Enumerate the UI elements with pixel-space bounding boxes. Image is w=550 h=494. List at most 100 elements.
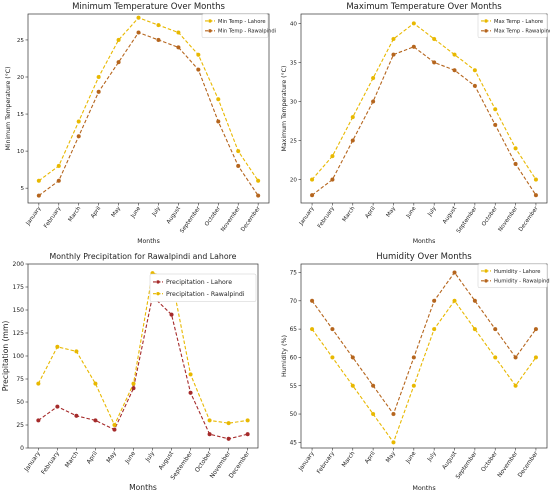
y-axis-label: Humidity (%) bbox=[280, 335, 288, 377]
y-tick-label: 5 bbox=[20, 186, 24, 192]
series-line-2 bbox=[311, 271, 537, 416]
series-line-1 bbox=[38, 295, 248, 440]
x-tick-label: October bbox=[194, 450, 214, 474]
x-tick-label: May bbox=[111, 205, 123, 218]
x-tick-label: September bbox=[455, 450, 479, 480]
data-point bbox=[472, 327, 477, 332]
data-point bbox=[493, 107, 498, 112]
data-point bbox=[112, 427, 117, 432]
data-point bbox=[533, 193, 538, 198]
legend: Min Temp - Lahore Min Temp - Rawalpindi bbox=[201, 13, 276, 39]
data-point bbox=[112, 422, 117, 428]
x-tick-label: August bbox=[157, 450, 175, 472]
x-tick-label: August bbox=[442, 450, 459, 471]
data-point bbox=[116, 37, 121, 42]
data-point bbox=[196, 67, 201, 72]
data-point bbox=[56, 163, 61, 168]
data-point bbox=[330, 177, 335, 182]
data-point bbox=[226, 436, 231, 441]
legend: Humidity - Lahore Humidity - Rawalpindi bbox=[477, 263, 550, 289]
data-point bbox=[452, 270, 457, 275]
data-point bbox=[136, 15, 141, 20]
data-point bbox=[76, 119, 81, 124]
y-tick-label: 15 bbox=[17, 112, 25, 118]
data-point bbox=[188, 390, 193, 395]
data-point bbox=[472, 68, 477, 73]
plot-frame bbox=[27, 13, 270, 204]
y-tick-label: 25 bbox=[17, 38, 25, 44]
data-point bbox=[310, 298, 315, 303]
x-tick-label: January bbox=[23, 450, 43, 474]
chart-title: Minimum Temperature Over Months bbox=[72, 2, 225, 12]
data-point bbox=[472, 298, 477, 303]
legend-swatch-marker bbox=[484, 19, 488, 23]
legend-label: Max Temp - Rawalpindi bbox=[494, 29, 550, 35]
data-point bbox=[533, 327, 538, 332]
x-tick-label: December bbox=[517, 450, 540, 479]
x-tick-label: April bbox=[85, 450, 99, 466]
x-tick-label: October bbox=[481, 205, 499, 227]
y-tick-label: 200 bbox=[13, 261, 25, 268]
x-tick-label: July bbox=[151, 205, 163, 218]
legend-swatch-marker bbox=[484, 269, 488, 273]
data-point bbox=[56, 178, 61, 183]
x-tick-label: June bbox=[123, 450, 137, 466]
x-tick-label: September bbox=[179, 205, 202, 234]
legend-swatch-marker bbox=[156, 291, 160, 296]
data-point bbox=[36, 178, 41, 183]
data-point bbox=[131, 381, 136, 386]
x-tick-label: November bbox=[220, 205, 242, 233]
data-point bbox=[176, 30, 181, 35]
legend-label: Precipitation - Lahore bbox=[166, 279, 232, 286]
y-axis-label: Minimum Temperature (°C) bbox=[4, 66, 12, 150]
data-point bbox=[391, 36, 396, 42]
data-point bbox=[36, 418, 41, 423]
x-axis-label: Months bbox=[129, 483, 157, 492]
series-line-1 bbox=[311, 299, 537, 444]
x-tick-label: May bbox=[385, 450, 397, 464]
data-point bbox=[256, 193, 261, 198]
data-point bbox=[411, 21, 416, 26]
series-line-1 bbox=[311, 22, 537, 180]
legend: Max Temp - Lahore Max Temp - Rawalpindi bbox=[477, 13, 550, 39]
x-tick-label: July bbox=[426, 450, 438, 463]
x-tick-label: September bbox=[456, 205, 479, 234]
data-point bbox=[432, 298, 437, 303]
data-point bbox=[236, 163, 241, 168]
chart-panel-3: Monthly Precipitation for Rawalpindi and… bbox=[1, 252, 259, 492]
legend-label: Max Temp - Lahore bbox=[494, 19, 543, 25]
y-tick-label: 25 bbox=[16, 422, 24, 429]
y-tick-label: 125 bbox=[13, 330, 25, 337]
x-tick-label: May bbox=[386, 205, 398, 218]
data-point bbox=[371, 411, 376, 417]
x-tick-label: November bbox=[498, 205, 520, 233]
data-point bbox=[236, 149, 241, 154]
data-point bbox=[350, 115, 355, 120]
data-point bbox=[216, 97, 221, 102]
x-tick-label: February bbox=[43, 205, 63, 229]
x-tick-label: February bbox=[40, 450, 61, 476]
x-tick-label: October bbox=[204, 205, 222, 227]
y-axis-label: Precipitation (mm) bbox=[1, 321, 10, 392]
x-tick-label: August bbox=[166, 205, 183, 225]
data-point bbox=[432, 36, 437, 42]
x-tick-label: August bbox=[442, 205, 459, 225]
data-point bbox=[411, 355, 416, 360]
data-point bbox=[371, 99, 376, 104]
legend-swatch-marker bbox=[156, 280, 160, 284]
data-point bbox=[493, 327, 498, 332]
x-tick-label: March bbox=[342, 205, 357, 223]
legend-swatch-marker bbox=[484, 29, 488, 33]
y-tick-label: 75 bbox=[16, 376, 24, 383]
y-tick-label: 45 bbox=[290, 440, 298, 446]
y-tick-label: 175 bbox=[13, 284, 25, 291]
data-point bbox=[350, 383, 355, 388]
data-point bbox=[55, 344, 60, 349]
legend-label: Min Temp - Lahore bbox=[218, 19, 266, 25]
y-tick-label: 20 bbox=[290, 178, 298, 184]
y-tick-label: 10 bbox=[17, 149, 25, 155]
x-tick-label: December bbox=[518, 205, 540, 233]
legend-box bbox=[477, 13, 548, 39]
data-point bbox=[411, 44, 416, 49]
legend-swatch-marker bbox=[484, 279, 488, 283]
